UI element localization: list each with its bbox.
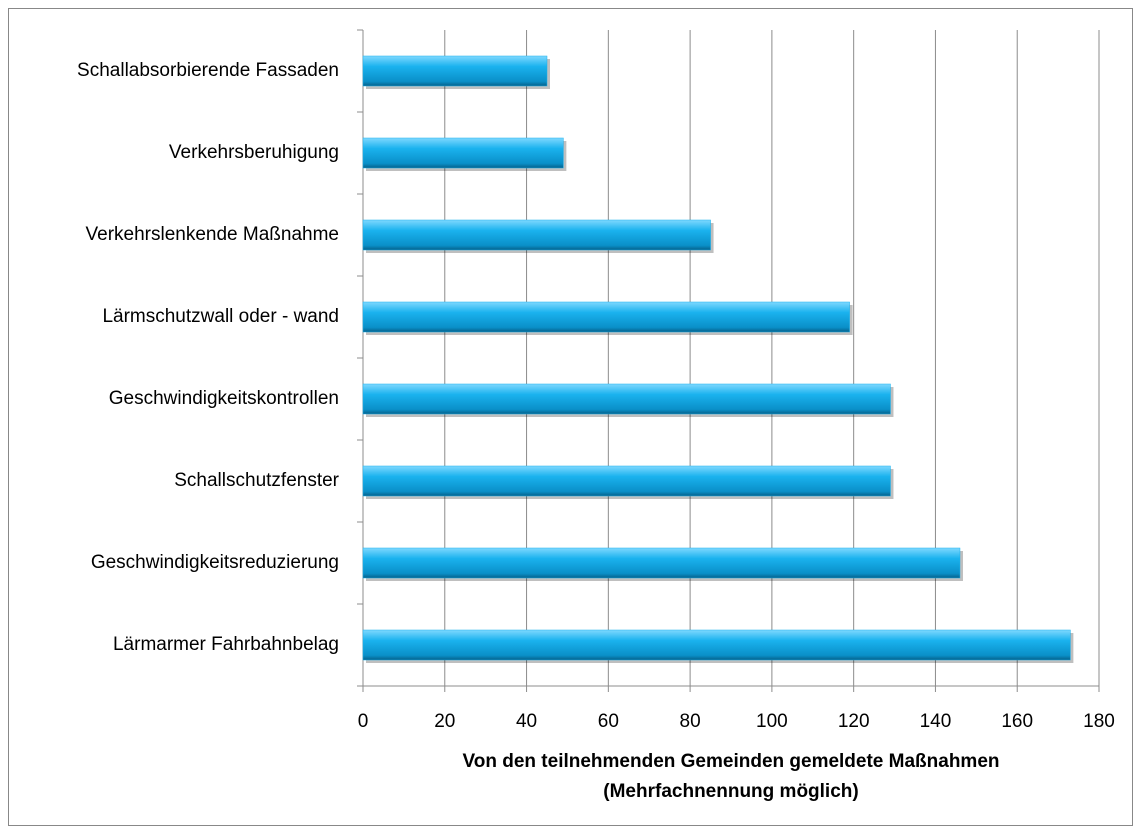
x-axis-label: (Mehrfachnennung möglich): [603, 781, 858, 802]
y-tick-label: Geschwindigkeitskontrollen: [109, 388, 339, 409]
x-axis-label: Von den teilnehmenden Gemeinden gemeldet…: [462, 751, 999, 772]
x-tick-label: 0: [358, 711, 369, 732]
y-tick-label: Lärmarmer Fahrbahnbelag: [113, 634, 339, 655]
x-tick-label: 60: [598, 711, 619, 732]
chart-border: [8, 8, 1133, 826]
x-tick-label: 120: [838, 711, 870, 732]
x-tick-label: 160: [1001, 711, 1033, 732]
y-tick-label: Schallabsorbierende Fassaden: [77, 60, 339, 81]
bar: [362, 137, 564, 169]
bar: [362, 629, 1071, 661]
x-tick-label: 40: [516, 711, 537, 732]
bar: [362, 301, 850, 333]
bar: [362, 547, 961, 579]
bar: [362, 55, 548, 87]
y-tick-label: Verkehrslenkende Maßnahme: [86, 224, 339, 245]
x-tick-label: 140: [920, 711, 952, 732]
bar: [362, 219, 711, 251]
y-tick-label: Geschwindigkeitsreduzierung: [91, 552, 339, 573]
y-tick-label: Lärmschutzwall oder - wand: [102, 306, 339, 327]
x-tick-label: 20: [434, 711, 455, 732]
bar: [362, 383, 891, 415]
y-tick-label: Schallschutzfenster: [174, 470, 339, 491]
x-tick-label: 80: [680, 711, 701, 732]
x-tick-label: 100: [756, 711, 788, 732]
y-tick-label: Verkehrsberuhigung: [169, 142, 339, 163]
bar: [362, 465, 891, 497]
x-tick-label: 180: [1083, 711, 1115, 732]
